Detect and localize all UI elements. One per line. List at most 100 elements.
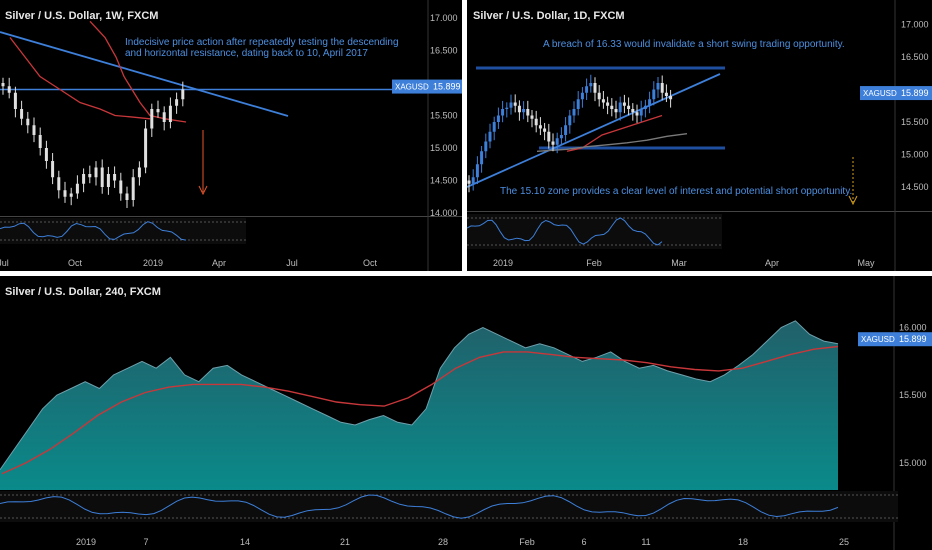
candle-body: [648, 99, 652, 106]
y-tick-label: 17.000: [901, 20, 929, 30]
chart-panel-daily[interactable]: Silver / U.S. Dollar, 1D, FXCM 17.000 16.5…: [467, 0, 932, 271]
candle-body: [69, 193, 73, 197]
candle-body: [589, 83, 593, 87]
candle-body: [664, 92, 668, 96]
candle-body: [652, 89, 656, 100]
candle-body: [601, 99, 605, 103]
candle-body: [119, 180, 123, 194]
candle-body: [150, 109, 154, 129]
annotation-support-text: The 15.10 zone provides a clear level of…: [500, 186, 852, 197]
descending-trendline: [0, 31, 289, 117]
candle-body: [639, 109, 643, 116]
candle-body: [643, 105, 647, 109]
y-tick-label: 15.000: [899, 458, 927, 468]
pane-divider: [0, 216, 462, 217]
candle-body: [513, 102, 517, 106]
arrow-head: [198, 185, 208, 196]
moving-average-line: [89, 20, 187, 123]
y-tick-label: 17.000: [430, 13, 458, 23]
chart-panel-4h[interactable]: Silver / U.S. Dollar, 240, FXCM 16.000 15.…: [0, 276, 932, 550]
x-tick-label: 2019: [76, 537, 96, 547]
candle-body: [559, 135, 563, 139]
candle-body: [534, 118, 538, 126]
moving-average-line-lower: [9, 37, 151, 120]
candle-body: [467, 180, 471, 184]
x-tick-label: 6: [581, 537, 586, 547]
x-tick-label: 2019: [493, 258, 513, 268]
x-tick-label: Apr: [212, 258, 226, 268]
candle-body: [125, 193, 129, 200]
chart-title: Silver / U.S. Dollar, 240, FXCM: [5, 286, 161, 298]
candle-body: [572, 109, 576, 116]
x-tick-label: 14: [240, 537, 250, 547]
x-tick-label: Feb: [519, 537, 535, 547]
oscillator-line: [0, 494, 839, 519]
moving-average-line: [1, 345, 839, 475]
candle-body: [622, 102, 626, 106]
candle-body: [131, 177, 135, 200]
candle-body: [63, 190, 67, 197]
y-tick-label: 15.000: [430, 143, 458, 153]
price-badge: [896, 332, 932, 347]
candle-body: [94, 167, 98, 178]
candle-body: [555, 138, 559, 145]
chart-panel-weekly[interactable]: Silver / U.S. Dollar, 1W, FXCM 17.000 16.5…: [0, 0, 462, 271]
symbol-badge: [392, 79, 430, 94]
candle-body: [137, 167, 141, 178]
candle-body: [656, 83, 660, 90]
candle-body: [471, 177, 475, 184]
x-tick-label: 28: [438, 537, 448, 547]
candle-body: [505, 107, 509, 109]
oscillator-line: [0, 221, 187, 241]
candle-body: [181, 89, 185, 100]
x-tick-label: May: [857, 258, 875, 268]
candle-body: [75, 183, 79, 194]
candle-body: [496, 115, 500, 122]
candle-body: [20, 109, 24, 119]
pane-divider: [467, 211, 932, 212]
x-tick-label: Jul: [0, 258, 9, 268]
candle-body: [593, 83, 597, 93]
x-tick-label: Oct: [68, 258, 83, 268]
candle-body: [488, 131, 492, 142]
symbol-label: XAGUSD: [395, 83, 429, 92]
candle-body: [568, 115, 572, 126]
price-label: 15.899: [433, 82, 461, 92]
y-tick-label: 15.000: [901, 150, 929, 160]
moving-average-short: [566, 114, 663, 152]
y-tick-label: 14.500: [901, 182, 929, 192]
candle-body: [88, 174, 92, 178]
x-tick-label: 11: [641, 537, 650, 547]
symbol-badge: [860, 86, 898, 101]
candle-body: [547, 131, 551, 142]
price-label: 15.899: [901, 88, 929, 98]
candle-body: [168, 105, 172, 122]
x-tick-label: Oct: [363, 258, 378, 268]
y-tick-label: 14.000: [430, 208, 458, 218]
candle-body: [538, 125, 542, 129]
candle-body: [13, 92, 17, 109]
candle-body: [564, 125, 568, 135]
candle-body: [501, 109, 505, 116]
candle-body: [1, 83, 5, 87]
candle-body: [113, 174, 117, 181]
candle-body: [156, 109, 160, 113]
chart-title: Silver / U.S. Dollar, 1D, FXCM: [473, 10, 625, 22]
x-tick-label: 2019: [143, 258, 163, 268]
candle-body: [530, 115, 534, 119]
candle-body: [614, 109, 618, 113]
symbol-label: XAGUSD: [861, 335, 895, 344]
candle-body: [618, 102, 622, 113]
weekly-chart-svg: Silver / U.S. Dollar, 1W, FXCM 17.000 16.5…: [0, 0, 462, 271]
candle-body: [551, 141, 555, 145]
candle-body: [585, 86, 589, 93]
y-tick-label: 16.500: [901, 52, 929, 62]
candle-body: [100, 167, 104, 187]
candle-body: [175, 99, 179, 106]
candle-body: [51, 161, 55, 178]
candle-body: [509, 102, 513, 108]
candle-body: [492, 122, 496, 132]
y-tick-label: 16.500: [430, 46, 458, 56]
x-tick-label: Feb: [586, 258, 602, 268]
candle-body: [44, 148, 48, 161]
